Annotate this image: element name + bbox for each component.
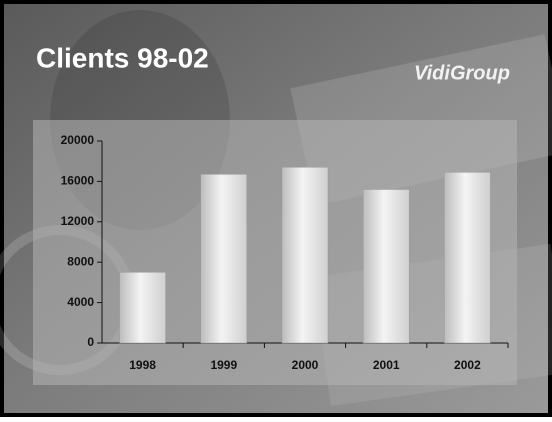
bar (281, 167, 329, 344)
x-tick-label: 1999 (210, 358, 237, 372)
x-tick-label: 1998 (129, 358, 156, 372)
plot-panel (33, 120, 517, 385)
y-tick-label: 4000 (67, 295, 94, 309)
x-tick-label: 2000 (292, 358, 319, 372)
bar (119, 272, 166, 344)
logo: VidiGroup (414, 62, 510, 84)
bar (200, 174, 248, 344)
y-tick-label: 20000 (61, 133, 95, 147)
chart-title: Clients 98-02 (36, 42, 209, 73)
y-tick-label: 16000 (61, 174, 95, 188)
y-tick-label: 12000 (61, 214, 95, 228)
y-tick-label: 8000 (67, 254, 94, 268)
bar (444, 172, 491, 344)
y-tick-label: 0 (87, 335, 94, 349)
bar (362, 189, 410, 344)
x-tick-label: 2002 (454, 358, 481, 372)
x-tick-label: 2001 (373, 358, 400, 372)
